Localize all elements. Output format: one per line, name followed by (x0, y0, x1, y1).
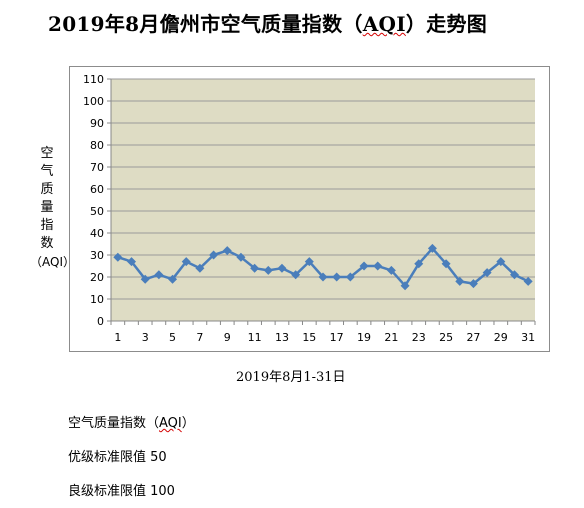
y-tick-label: 30 (90, 249, 104, 262)
data-point (263, 265, 273, 275)
data-point (195, 263, 205, 273)
x-tick-label: 7 (196, 331, 203, 344)
y-label-char: 数 (40, 236, 54, 251)
y-tick-label: 110 (83, 73, 104, 86)
data-point (496, 257, 506, 267)
data-point (509, 270, 519, 280)
x-tick-label: 21 (384, 331, 398, 344)
x-tick-label: 11 (248, 331, 262, 344)
data-point (236, 252, 246, 262)
x-tick-label: 9 (224, 331, 231, 344)
data-point (113, 252, 123, 262)
y-tick-label: 0 (97, 315, 104, 328)
y-tick-label: 90 (90, 117, 104, 130)
data-point (168, 274, 178, 284)
y-tick-label: 20 (90, 271, 104, 284)
data-point (455, 276, 465, 286)
y-axis-label: 空 气 质 量 指 数 （AQI） (30, 145, 75, 271)
data-point (140, 274, 150, 284)
data-point (332, 272, 342, 282)
data-point (400, 281, 410, 291)
x-tick-label: 17 (330, 331, 344, 344)
x-tick-label: 27 (466, 331, 480, 344)
data-point (523, 276, 533, 286)
note-aqi-prefix: 空气质量指数（ (68, 416, 160, 431)
data-point (318, 272, 328, 282)
y-tick-label: 10 (90, 293, 104, 306)
x-tick-label: 19 (357, 331, 371, 344)
data-point (441, 259, 451, 269)
data-point (127, 257, 137, 267)
y-tick-label: 70 (90, 161, 104, 174)
data-point (359, 261, 369, 271)
chart-title: 2019年8月儋州市空气质量指数（AQI）走势图 (48, 8, 487, 37)
x-tick-label: 29 (494, 331, 508, 344)
data-point (250, 263, 260, 273)
y-tick-label: 50 (90, 205, 104, 218)
x-tick-label: 1 (114, 331, 121, 344)
y-tick-label: 80 (90, 139, 104, 152)
data-point (386, 265, 396, 275)
data-point (468, 279, 478, 289)
chart-frame: 0 10 20 30 40 50 60 70 80 90 100 110 1 3 5 7 9 11 13 15 17 19… (69, 66, 550, 352)
x-tick-label: 25 (439, 331, 453, 344)
y-label-unit: （AQI） (30, 255, 75, 269)
note-aqi-abbr: AQI (159, 416, 182, 431)
data-point (345, 272, 355, 282)
data-point (277, 263, 287, 273)
x-tick-label: 31 (521, 331, 535, 344)
y-tick-label: 60 (90, 183, 104, 196)
x-tick-label: 5 (169, 331, 176, 344)
data-point (209, 250, 219, 260)
y-label-char: 质 (40, 182, 54, 197)
x-tick-label: 3 (142, 331, 149, 344)
note-aqi-suffix: ） (181, 416, 195, 431)
data-point (414, 259, 424, 269)
y-tick-label: 100 (83, 95, 104, 108)
title-suffix: ）走势图 (405, 12, 488, 36)
y-label-char: 空 (40, 146, 54, 161)
data-point (482, 268, 492, 278)
title-aqi: AQI (362, 12, 406, 36)
x-tick-label: 23 (412, 331, 426, 344)
x-tick-label: 13 (275, 331, 289, 344)
title-prefix: 2019年8月儋州市空气质量指数（ (48, 12, 363, 36)
data-point (373, 261, 383, 271)
y-label-char: 气 (40, 164, 54, 179)
x-axis-label: 2019年8月1-31日 (236, 370, 346, 385)
data-point (304, 257, 314, 267)
note-excellent-limit: 优级标准限值 50 (68, 450, 167, 465)
data-point (154, 270, 164, 280)
data-point (181, 257, 191, 267)
y-label-char: 指 (40, 218, 54, 233)
y-tick-label: 40 (90, 227, 104, 240)
data-point (222, 246, 232, 256)
data-point (291, 270, 301, 280)
x-tick-label: 15 (302, 331, 316, 344)
note-aqi: 空气质量指数（AQI） (68, 412, 195, 431)
y-label-char: 量 (40, 200, 54, 215)
data-point (427, 243, 437, 253)
note-good-limit: 良级标准限值 100 (68, 484, 175, 499)
